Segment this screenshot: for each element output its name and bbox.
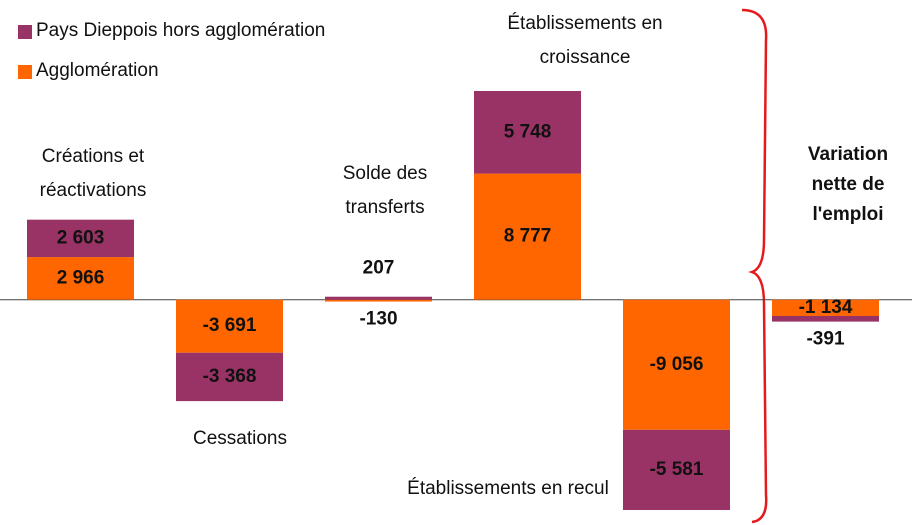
category-label: Créations et réactivations: [39, 146, 147, 201]
bar: [325, 296, 432, 300]
value-label: -5 581: [650, 459, 704, 480]
legend-swatch: [18, 25, 32, 39]
value-label: -1 134: [799, 297, 853, 318]
bar: [474, 91, 581, 174]
value-label: 2 603: [57, 227, 105, 248]
bar: [325, 299, 432, 302]
bar: [623, 299, 730, 430]
bar: [27, 257, 134, 300]
category-label: Cessations: [193, 428, 287, 449]
category-label: Variation nette de l'emploi: [807, 144, 889, 225]
value-label: -9 056: [650, 354, 704, 375]
value-label: -3 368: [203, 366, 257, 387]
value-label: -130: [359, 309, 397, 330]
category-label: Établissements en recul: [407, 478, 609, 499]
legend-label: Pays Dieppois hors agglomération: [36, 20, 326, 41]
bar: [176, 352, 283, 402]
value-label: 2 966: [57, 267, 105, 288]
legend-swatch: [18, 65, 32, 79]
value-label: -3 691: [203, 315, 257, 336]
bar: [772, 299, 879, 316]
bar: [623, 429, 730, 510]
bar: [176, 299, 283, 353]
value-label: 8 777: [504, 226, 552, 247]
category-label: Solde des transferts: [342, 163, 428, 218]
value-label: 207: [363, 258, 395, 279]
bar: [27, 219, 134, 258]
legend-label: Agglomération: [36, 60, 159, 81]
value-label: -391: [806, 329, 844, 350]
value-label: 5 748: [504, 121, 552, 142]
bar: [772, 315, 879, 322]
category-label: Établissements en croissance: [507, 13, 663, 68]
brace: [741, 8, 768, 524]
bar: [474, 173, 581, 300]
